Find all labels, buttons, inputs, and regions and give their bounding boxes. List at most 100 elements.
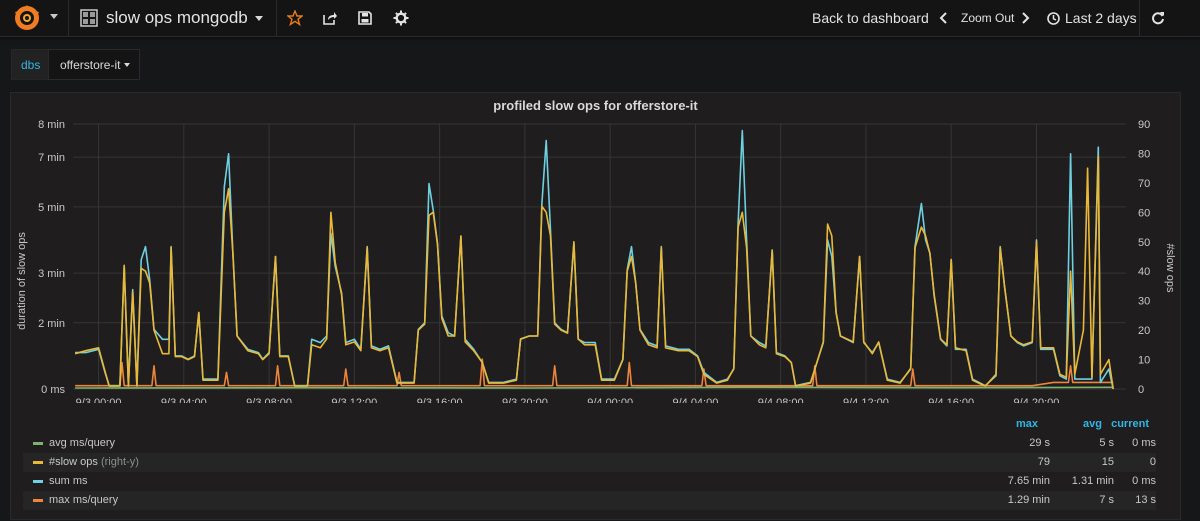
series-line-max-ms-query: [75, 358, 1114, 387]
share-dashboard-button[interactable]: [320, 8, 340, 28]
y-tick-label: 5 min: [38, 202, 65, 214]
legend-value-avg: 5 s: [1099, 437, 1114, 449]
caret-down-icon: [124, 62, 131, 67]
grafana-menu-button[interactable]: [0, 0, 69, 36]
refresh-icon: [1152, 12, 1164, 25]
x-tick-label: 9/4 00:00: [587, 397, 633, 403]
legend-value-max: 79: [1037, 456, 1050, 468]
x-tick-label: 9/3 04:00: [161, 397, 207, 403]
dashboard-title: slow ops mongodb: [106, 8, 248, 27]
legend-row[interactable]: max ms/query 1.29 min 7 s 13 s: [23, 491, 1156, 510]
x-tick-label: 9/3 20:00: [502, 397, 548, 403]
left-y-axis: 0 ms 2 min 3 min 5 min 7 min 8 min: [38, 119, 65, 396]
variable-value: offerstore-it: [60, 57, 121, 72]
legend-series-name[interactable]: #slow ops (right-y): [49, 456, 139, 468]
series-line-sum-ms: [75, 129, 1114, 390]
graph-panel: profiled slow ops for offerstore-it 0 ms…: [10, 92, 1181, 520]
time-shift-forward-button[interactable]: [1015, 8, 1035, 28]
graph-chart[interactable]: 0 ms 2 min 3 min 5 min 7 min 8 min 0 10 20 30 40 5…: [11, 93, 1180, 403]
y2-tick-label: 40: [1138, 266, 1150, 278]
legend-value-current: 0 ms: [1132, 437, 1156, 449]
grafana-logo-icon: [15, 5, 39, 30]
legend-row[interactable]: #slow ops (right-y) 79 15 0: [23, 453, 1156, 472]
star-icon: [287, 10, 303, 26]
dashboard-grid-icon: [80, 9, 98, 27]
y2-tick-label: 90: [1138, 119, 1150, 131]
legend-series-label: sum ms: [49, 475, 88, 487]
right-y-axis-title: #slow ops: [1164, 244, 1176, 293]
zoom-out-button[interactable]: Zoom Out: [961, 11, 1015, 25]
x-tick-label: 9/4 12:00: [843, 397, 889, 403]
legend-value-max: 7.65 min: [1007, 475, 1050, 487]
y-tick-label: 0 ms: [41, 384, 65, 396]
legend-header-max[interactable]: max: [1015, 418, 1038, 430]
chevron-left-icon: [939, 12, 947, 24]
legend-value-current: 0 ms: [1132, 475, 1156, 487]
y-tick-label: 8 min: [38, 119, 65, 131]
share-icon: [323, 12, 337, 25]
legend-header-current[interactable]: current: [1111, 418, 1149, 430]
time-shift-back-button[interactable]: [934, 8, 954, 28]
time-range-label: Last 2 days: [1065, 10, 1137, 26]
x-tick-label: 9/3 16:00: [417, 397, 463, 403]
legend-series-name[interactable]: max ms/query: [49, 494, 118, 506]
panel-title[interactable]: profiled slow ops for offerstore-it: [493, 98, 698, 113]
save-icon: [358, 11, 372, 25]
legend-color-swatch[interactable]: [33, 442, 43, 445]
x-tick-label: 9/4 20:00: [1014, 397, 1060, 403]
right-y-axis: 0 10 20 30 40 50 60 70 80 90: [1138, 119, 1150, 396]
variable-dropdown-dbs[interactable]: offerstore-it: [48, 49, 141, 80]
dashboard-settings-button[interactable]: [391, 8, 411, 28]
y2-tick-label: 10: [1138, 355, 1150, 367]
legend-axis-hint: (right-y): [97, 456, 139, 468]
x-tick-label: 9/4 16:00: [928, 397, 974, 403]
x-tick-label: 9/4 08:00: [758, 397, 804, 403]
refresh-button[interactable]: [1148, 8, 1168, 28]
caret-down-icon: [254, 15, 263, 21]
legend-value-current: 0: [1149, 456, 1156, 468]
legend-row[interactable]: avg ms/query 29 s 5 s 0 ms: [23, 434, 1156, 453]
series-line-avg-ms-query: [75, 386, 1114, 389]
clock-icon: [1047, 11, 1060, 25]
legend-color-swatch[interactable]: [33, 480, 43, 483]
legend-row[interactable]: sum ms 7.65 min 1.31 min 0 ms: [23, 472, 1156, 491]
star-dashboard-button[interactable]: [285, 8, 305, 28]
dashboard-title-button[interactable]: slow ops mongodb: [80, 0, 263, 36]
legend-header-avg[interactable]: avg: [1083, 418, 1102, 430]
caret-down-icon: [50, 14, 58, 19]
x-axis: 9/3 00:00 9/3 04:00 9/3 08:00 9/3 12:00 9/3 …: [76, 397, 1060, 403]
legend-series-name[interactable]: sum ms: [49, 475, 88, 487]
series-line-slow-ops: [74, 155, 1114, 390]
time-range-picker[interactable]: Last 2 days: [1047, 0, 1137, 36]
x-tick-label: 9/3 00:00: [76, 397, 122, 403]
series-lines: [74, 129, 1114, 390]
y-tick-label: 2 min: [38, 318, 65, 330]
top-navbar: slow ops mongodb Back to dashboard Zoom …: [0, 0, 1200, 37]
left-y-axis-title: duration of slow ops: [16, 232, 28, 330]
legend-value-max: 1.29 min: [1007, 494, 1050, 506]
legend-series-label: #slow ops: [49, 456, 98, 468]
chevron-right-icon: [1022, 12, 1030, 24]
legend-value-avg: 15: [1101, 456, 1114, 468]
gear-icon: [393, 10, 409, 26]
legend-color-swatch[interactable]: [33, 461, 43, 464]
y2-tick-label: 70: [1138, 178, 1150, 190]
legend-value-avg: 7 s: [1099, 494, 1114, 506]
x-tick-label: 9/3 08:00: [246, 397, 292, 403]
navbar-divider: [1139, 0, 1140, 36]
y2-tick-label: 50: [1138, 237, 1150, 249]
variable-label-dbs: dbs: [11, 49, 51, 80]
y-tick-label: 7 min: [38, 152, 65, 164]
y2-tick-label: 0: [1138, 384, 1144, 396]
x-tick-label: 9/3 12:00: [331, 397, 377, 403]
x-tick-label: 9/4 04:00: [672, 397, 718, 403]
y2-tick-label: 80: [1138, 148, 1150, 160]
back-to-dashboard-link[interactable]: Back to dashboard: [812, 10, 929, 26]
y2-tick-label: 20: [1138, 325, 1150, 337]
y2-tick-label: 60: [1138, 207, 1150, 219]
save-dashboard-button[interactable]: [355, 8, 375, 28]
y-tick-label: 3 min: [38, 268, 65, 280]
legend-value-avg: 1.31 min: [1071, 475, 1114, 487]
legend-color-swatch[interactable]: [33, 499, 43, 502]
legend-series-name[interactable]: avg ms/query: [49, 437, 115, 449]
